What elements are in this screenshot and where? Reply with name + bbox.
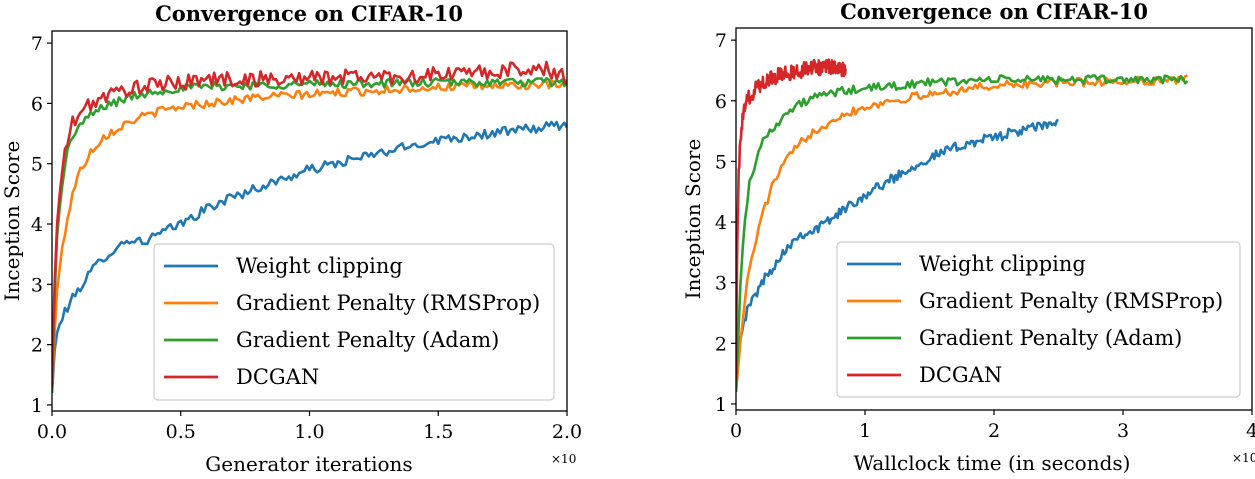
legend-box	[153, 243, 555, 401]
y-tick-label: 2	[715, 333, 727, 355]
legend-label: Weight clipping	[919, 252, 1086, 276]
x-axis-label: Generator iterations	[205, 452, 412, 476]
y-tick-label: 6	[715, 91, 727, 113]
legend: Weight clipping Gradient Penalty (RMSProp…	[836, 241, 1241, 398]
legend: Weight clipping Gradient Penalty (RMSProp…	[153, 243, 555, 401]
series-line-gradient-penalty-adam	[736, 74, 1189, 392]
y-tick-label: 6	[31, 93, 43, 115]
series-line-dcgan	[736, 58, 847, 380]
x-axis-multiplier: ×10	[1232, 451, 1255, 465]
chart-panel-2: Convergence on CIFAR-100 1 2 3 41234567×10Wa…	[681, 0, 1255, 475]
y-tick-label: 2	[31, 335, 43, 357]
chart-title: Convergence on CIFAR-10	[840, 0, 1148, 24]
x-tick-label: 1.0	[294, 421, 324, 443]
y-axis-label: Inception Score	[0, 141, 24, 302]
x-axis-label: Wallclock time (in seconds)	[854, 451, 1131, 475]
y-tick-label: 4	[715, 212, 727, 234]
y-tick-label: 5	[715, 151, 727, 173]
x-tick-label: 1	[859, 420, 871, 442]
legend-label: Weight clipping	[236, 254, 403, 278]
x-tick-label: 3	[1117, 420, 1129, 442]
y-tick-label: 4	[31, 214, 43, 236]
x-tick-label: 2.0	[552, 421, 582, 443]
legend-label: DCGAN	[236, 365, 319, 389]
y-tick-label: 7	[31, 33, 43, 55]
legend-box	[836, 241, 1241, 398]
x-tick-label: 1.5	[423, 421, 453, 443]
x-tick-label: 0	[730, 420, 742, 442]
y-tick-label: 3	[31, 274, 43, 296]
x-tick-label: 0.0	[37, 421, 67, 443]
legend-label: Gradient Penalty (RMSProp)	[236, 291, 540, 315]
y-axis-label: Inception Score	[681, 139, 705, 300]
chart-panel-1: Convergence on CIFAR-10 0.0 0.5 1.0 1.5 2.0 1 2…	[0, 1, 582, 476]
series-line-weight-clipping	[52, 120, 567, 393]
legend-label: Gradient Penalty (Adam)	[919, 326, 1182, 350]
legend-label: DCGAN	[919, 363, 1002, 387]
legend-label: Gradient Penalty (Adam)	[236, 328, 499, 352]
series-line-gradient-penalty-rmsprop	[52, 79, 567, 393]
series-line-weight-clipping	[736, 119, 1059, 392]
x-axis-multiplier: ×10	[551, 452, 576, 466]
x-tick-label: 0.5	[166, 421, 196, 443]
y-tick-label: 7	[715, 30, 727, 52]
y-tick-label: 1	[715, 394, 727, 416]
series-line-dcgan	[52, 60, 567, 387]
y-tick-label: 5	[31, 154, 43, 176]
x-tick-label: 4	[1246, 420, 1255, 442]
x-tick-label: 2	[988, 420, 1000, 442]
legend-label: Gradient Penalty (RMSProp)	[919, 289, 1223, 313]
chart-title: Convergence on CIFAR-10	[155, 1, 463, 26]
y-tick-label: 3	[715, 273, 727, 295]
y-tick-label: 1	[31, 395, 43, 417]
series-line-gradient-penalty-adam	[52, 76, 567, 393]
